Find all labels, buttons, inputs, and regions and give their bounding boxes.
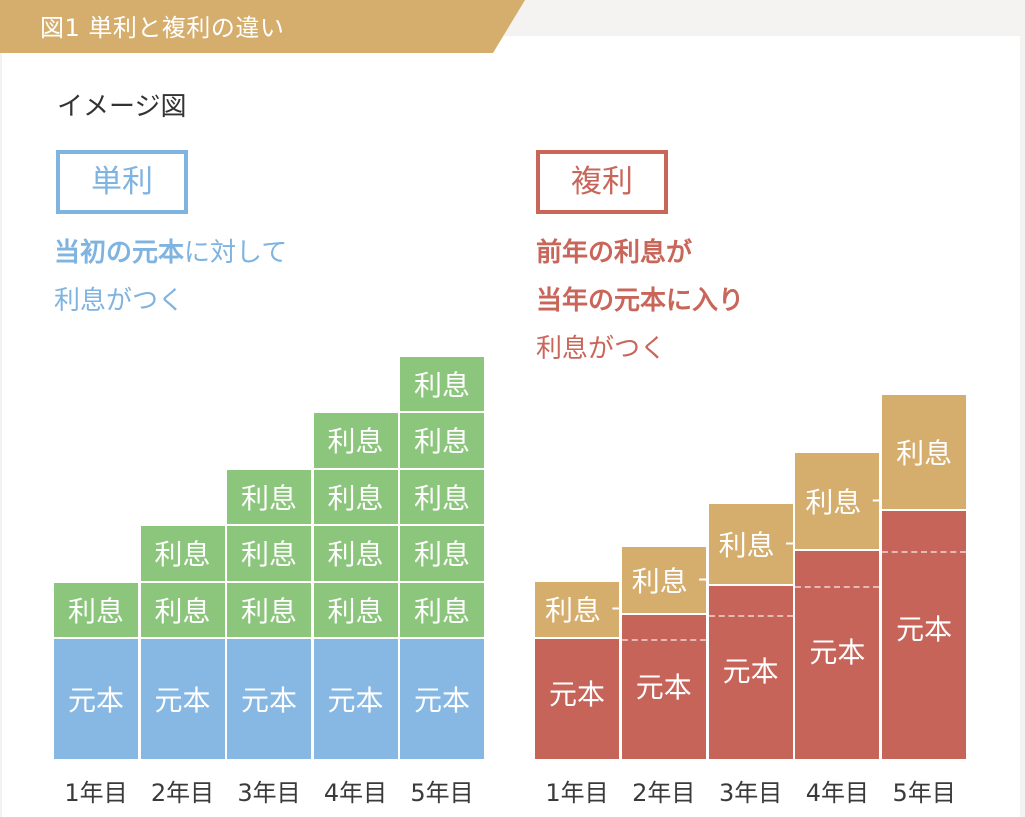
simple-principal-bar-3-label: 元本: [240, 684, 297, 717]
simple-desc-line1: 当初の元本に対して: [54, 232, 287, 269]
simple-interest-block-5-4: 利息: [400, 413, 484, 468]
compound-year-label-1: 1年目: [545, 779, 609, 807]
simple-principal-bar-5-label: 元本: [413, 684, 470, 717]
simple-interest-block-3-1-label: 利息: [240, 594, 297, 628]
simple-interest-block-5-5-label: 利息: [413, 368, 470, 402]
simple-interest-block-3-3-label: 利息: [240, 481, 297, 515]
simple-interest-block-5-5: 利息: [400, 356, 484, 411]
simple-interest-block-1-1-label: 利息: [67, 594, 124, 628]
compound-desc-line2: 当年の元本に入り: [536, 286, 745, 316]
compound-interest-block-2: 利息: [621, 546, 706, 613]
simple-interest-block-5-2: 利息: [400, 526, 484, 581]
simple-interest-block-4-2: 利息: [313, 526, 398, 581]
compound-interest-label-4: 利息: [805, 486, 862, 520]
simple-interest-block-5-1-label: 利息: [413, 594, 470, 628]
simple-interest-block-4-3-label: 利息: [327, 481, 384, 515]
simple-interest-block-4-1-label: 利息: [327, 594, 384, 628]
compound-desc-line1: 前年の利息が: [536, 238, 693, 268]
compound-principal-label-5: 元本: [896, 613, 953, 647]
simple-interest-block-5-4-label: 利息: [413, 425, 470, 459]
simple-principal-bar-1: 元本: [54, 639, 138, 759]
simple-principal-bar-2-label: 元本: [154, 684, 211, 717]
compound-interest-tag: 複利: [536, 150, 668, 214]
simple-principal-bar-4: 元本: [313, 639, 398, 759]
compound-principal-bar-5: 元本: [882, 510, 967, 759]
simple-principal-bar-4-label: 元本: [327, 684, 384, 717]
simple-interest-block-1-1: 利息: [54, 582, 138, 637]
compound-interest-block-5: 利息: [882, 395, 967, 509]
compound-interest-label-2: 利息: [631, 564, 688, 598]
figure-title: 図1 単利と複利の違い: [40, 14, 285, 42]
simple-interest-block-5-3: 利息: [400, 469, 484, 524]
simple-year-label-2: 2年目: [150, 779, 215, 807]
compound-interest-label-3: 利息: [718, 529, 775, 563]
compound-year-label-5: 5年目: [892, 779, 956, 807]
compound-principal-bar-4: 元本: [795, 551, 880, 759]
simple-interest-block-3-3: 利息: [227, 469, 311, 524]
compound-principal-bar-1: 元本: [535, 639, 619, 759]
simple-principal-bar-3: 元本: [227, 639, 311, 759]
simple-desc-line2: 利息がつく: [54, 286, 185, 316]
compound-interest-block-4: 利息: [795, 452, 880, 550]
compound-principal-label-2: 元本: [635, 670, 692, 704]
simple-year-label-1: 1年目: [64, 779, 128, 807]
simple-interest-block-4-2-label: 利息: [327, 538, 384, 572]
simple-year-label-5: 5年目: [410, 779, 474, 807]
compound-principal-label-1: 元本: [548, 678, 605, 711]
simple-interest-block-4-4: 利息: [313, 413, 398, 468]
simple-year-label-4: 4年目: [323, 779, 388, 807]
simple-interest-block-3-2-label: 利息: [240, 538, 297, 572]
simple-interest-tag: 単利: [56, 150, 188, 214]
compound-principal-bar-3: 元本: [708, 586, 793, 759]
simple-interest-block-4-4-label: 利息: [327, 425, 384, 459]
compound-principal-label-3: 元本: [722, 654, 779, 688]
compound-year-label-3: 3年目: [718, 779, 783, 807]
simple-desc-bold: 当初の元本: [54, 238, 185, 268]
compound-desc-line3: 利息がつく: [536, 334, 667, 364]
simple-interest-block-5-1: 利息: [400, 582, 484, 637]
compound-interest-block-3: 利息: [708, 504, 793, 585]
simple-interest-block-2-2: 利息: [140, 526, 225, 581]
simple-interest-block-4-3: 利息: [313, 469, 398, 524]
compound-year-label-4: 4年目: [805, 779, 870, 807]
figure-banner: 図1 単利と複利の違い: [0, 0, 525, 53]
simple-interest-block-2-2-label: 利息: [154, 538, 211, 572]
banner-shape: [0, 0, 525, 53]
simple-principal-bar-1-label: 元本: [67, 684, 124, 717]
caption: イメージ図: [57, 92, 187, 122]
simple-principal-bar-5: 元本: [400, 639, 484, 759]
simple-interest-block-3-1: 利息: [227, 582, 311, 637]
compound-previous-principal-line-2: [621, 639, 706, 641]
compound-previous-principal-line-5: [882, 551, 967, 554]
simple-desc-light: に対して: [184, 238, 288, 268]
compound-previous-principal-line-3: [708, 615, 793, 617]
simple-principal-bar-2: 元本: [140, 639, 225, 759]
simple-interest-block-4-1: 利息: [313, 582, 398, 637]
compound-year-label-2: 2年目: [632, 779, 696, 807]
simple-interest-block-2-1-label: 利息: [154, 594, 211, 628]
compound-interest-label-1: 利息: [545, 594, 602, 628]
compound-interest-block-1: 利息: [535, 581, 619, 637]
simple-interest-block-3-2: 利息: [227, 526, 311, 581]
simple-interest-block-5-2-label: 利息: [413, 538, 470, 572]
compound-interest-label-5: 利息: [896, 437, 953, 471]
simple-interest-block-2-1: 利息: [140, 582, 225, 637]
simple-year-label-3: 3年目: [237, 779, 301, 807]
compound-principal-label-4: 元本: [809, 635, 866, 669]
compound-principal-bar-2: 元本: [621, 615, 706, 759]
simple-interest-block-5-3-label: 利息: [413, 481, 470, 515]
compound-previous-principal-line-4: [795, 586, 880, 589]
